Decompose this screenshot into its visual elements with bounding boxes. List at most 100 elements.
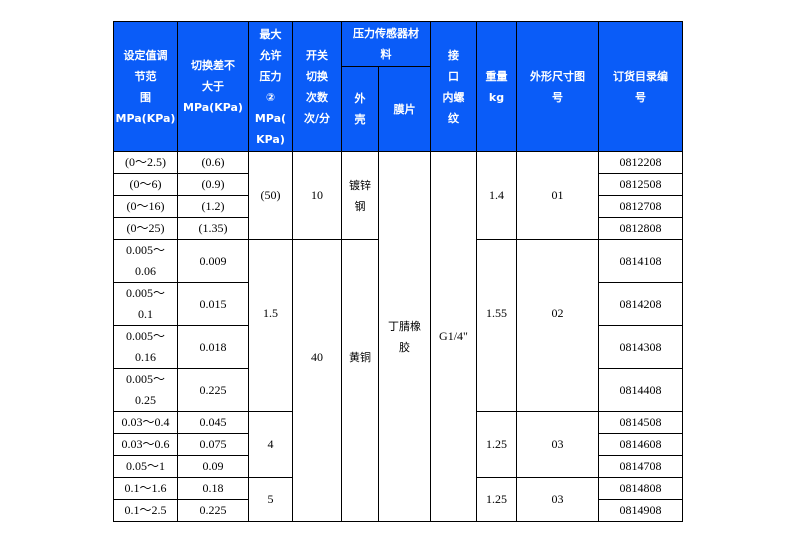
header-sensor-material: 压力传感器材料 <box>341 21 431 67</box>
header-line: 大于 <box>202 80 224 93</box>
port-thread-cell: G1/4" <box>430 151 477 522</box>
switch-count-cell: 40 <box>292 239 342 522</box>
header-line: MPa( <box>254 111 287 125</box>
header-weight: 重量 kg <box>476 21 517 152</box>
header-line: 次数 <box>306 90 328 104</box>
weight-cell: 1.25 <box>476 477 517 522</box>
header-port: 接口内螺纹 <box>430 21 477 152</box>
setting-range-cell: 0.03～0.6 <box>113 433 178 456</box>
header-line: 切换 <box>306 69 328 83</box>
switch-diff-cell: 0.18 <box>177 477 249 500</box>
shell-material-cell: 镀锌钢 <box>341 151 379 240</box>
header-max-pressure: 最大 允许 压力 ② MPa(KPa) <box>248 21 293 152</box>
shell-material-cell: 黄铜 <box>341 239 379 522</box>
max-pressure-cell: 1.5 <box>248 239 293 412</box>
header-switch-count: 开关切换次数次/分 <box>292 21 342 152</box>
setting-range-cell: 0.1～2.5 <box>113 499 178 522</box>
switch-diff-cell: 0.075 <box>177 433 249 456</box>
order-number-cell: 0814908 <box>598 499 683 522</box>
switch-diff-cell: (1.2) <box>177 195 249 218</box>
table-row: 0.005～0.1 0.015 0814208 <box>113 282 683 326</box>
setting-range-cell: 0.03～0.4 <box>113 411 178 434</box>
header-line: 次/分 <box>303 111 331 125</box>
table-row: 0.05～1 0.09 0814708 <box>113 455 683 478</box>
header-line: 号 <box>552 90 563 104</box>
header-line: 允许 <box>259 48 282 62</box>
weight-cell: 1.25 <box>476 411 517 478</box>
weight-cell: 1.4 <box>476 151 517 240</box>
header-shell: 外壳 <box>341 66 379 152</box>
setting-range-cell: 0.005～0.16 <box>113 325 178 369</box>
dimension-cell: 03 <box>516 411 599 478</box>
switch-diff-cell: 0.015 <box>177 282 249 326</box>
switch-diff-cell: 0.225 <box>177 499 249 522</box>
header-line: 料 <box>380 48 392 61</box>
header-setting-range: 设定值调 节范围 MPa(KPa) <box>113 21 178 152</box>
switch-diff-cell: 0.009 <box>177 239 249 283</box>
header-line: 壳 <box>354 113 366 126</box>
setting-range-cell: 0.05～1 <box>113 455 178 478</box>
table-row: (0～16) (1.2) 0812708 <box>113 195 683 218</box>
order-number-cell: 0814708 <box>598 455 683 478</box>
order-number-cell: 0814408 <box>598 368 683 412</box>
header-line: MPa(KPa) <box>183 101 243 114</box>
order-number-cell: 0812708 <box>598 195 683 218</box>
header-line: 开关 <box>306 48 328 62</box>
switch-diff-cell: 0.045 <box>177 411 249 434</box>
switch-count-cell: 10 <box>292 151 342 240</box>
weight-cell: 1.55 <box>476 239 517 412</box>
dimension-cell: 02 <box>516 239 599 412</box>
header-line: 节范 <box>134 69 157 83</box>
max-pressure-cell: (50) <box>248 151 293 240</box>
header-switch-diff: 切换差不大于 MPa(KPa) <box>177 21 249 152</box>
pressure-switch-spec-table: 设定值调 节范围 MPa(KPa) 切换差不 大于 MPa(KPa) 最大 允许 压力 ② MP… <box>113 21 683 522</box>
setting-range-cell: 0.1～1.6 <box>113 477 178 500</box>
order-number-cell: 0814608 <box>598 433 683 456</box>
header-line: 围 <box>140 90 151 104</box>
order-number-cell: 0812508 <box>598 173 683 196</box>
setting-range-cell: 0.005～0.06 <box>113 239 178 283</box>
table-row: (0～2.5) (0.6) (50) 10 镀锌钢 丁腈橡胶 G1/4" 1.4 01 08122… <box>113 151 683 522</box>
header-line: 外 <box>354 92 366 105</box>
dimension-cell: 03 <box>516 477 599 522</box>
header-line: 内螺 <box>442 90 465 104</box>
dimension-cell: 01 <box>516 151 599 240</box>
order-number-cell: 0812208 <box>598 151 683 174</box>
header-line: KPa) <box>256 132 285 146</box>
switch-diff-cell: (1.35) <box>177 217 249 240</box>
header-diaphragm: 膜片 <box>378 66 431 152</box>
setting-range-cell: 0.005～0.1 <box>113 282 178 326</box>
order-number-cell: 0814108 <box>598 239 683 283</box>
switch-diff-cell: 0.225 <box>177 368 249 412</box>
switch-diff-cell: 0.018 <box>177 325 249 369</box>
header-order-no: 订货目录编号 <box>598 21 683 152</box>
setting-range-cell: (0～2.5) <box>113 151 178 174</box>
header-line: 外形尺寸图 <box>530 69 585 83</box>
table-row: 0.005～0.06 0.009 1.5 40 黄铜 1.55 02 0814108 <box>113 239 683 522</box>
table-row: 0.005～0.25 0.225 0814408 <box>113 368 683 412</box>
switch-diff-cell: 0.09 <box>177 455 249 478</box>
order-number-cell: 0812808 <box>598 217 683 240</box>
switch-diff-cell: (0.9) <box>177 173 249 196</box>
order-number-cell: 0814208 <box>598 282 683 326</box>
header-line: 切换差不 <box>191 59 235 72</box>
header-line: 压力传感器材 <box>353 27 419 40</box>
order-number-cell: 0814308 <box>598 325 683 369</box>
max-pressure-cell: 4 <box>248 411 293 478</box>
setting-range-cell: (0～16) <box>113 195 178 218</box>
header-line: MPa(KPa) <box>115 111 176 125</box>
setting-range-cell: 0.005～0.25 <box>113 368 178 412</box>
switch-diff-cell: (0.6) <box>177 151 249 174</box>
diaphragm-cell: 丁腈橡胶 <box>378 151 431 522</box>
header-dimension: 外形尺寸图号 <box>516 21 599 152</box>
header-line: 号 <box>635 90 646 104</box>
header-line: 重量 <box>485 69 508 83</box>
order-number-cell: 0814508 <box>598 411 683 434</box>
header-line: 压力 <box>259 69 282 83</box>
order-number-cell: 0814808 <box>598 477 683 500</box>
setting-range-cell: (0～6) <box>113 173 178 196</box>
header-line: 最大 <box>259 27 282 41</box>
table-row: 0.1～2.5 0.225 0814908 <box>113 499 683 522</box>
setting-range-cell: (0～25) <box>113 217 178 240</box>
max-pressure-cell: 5 <box>248 477 293 522</box>
